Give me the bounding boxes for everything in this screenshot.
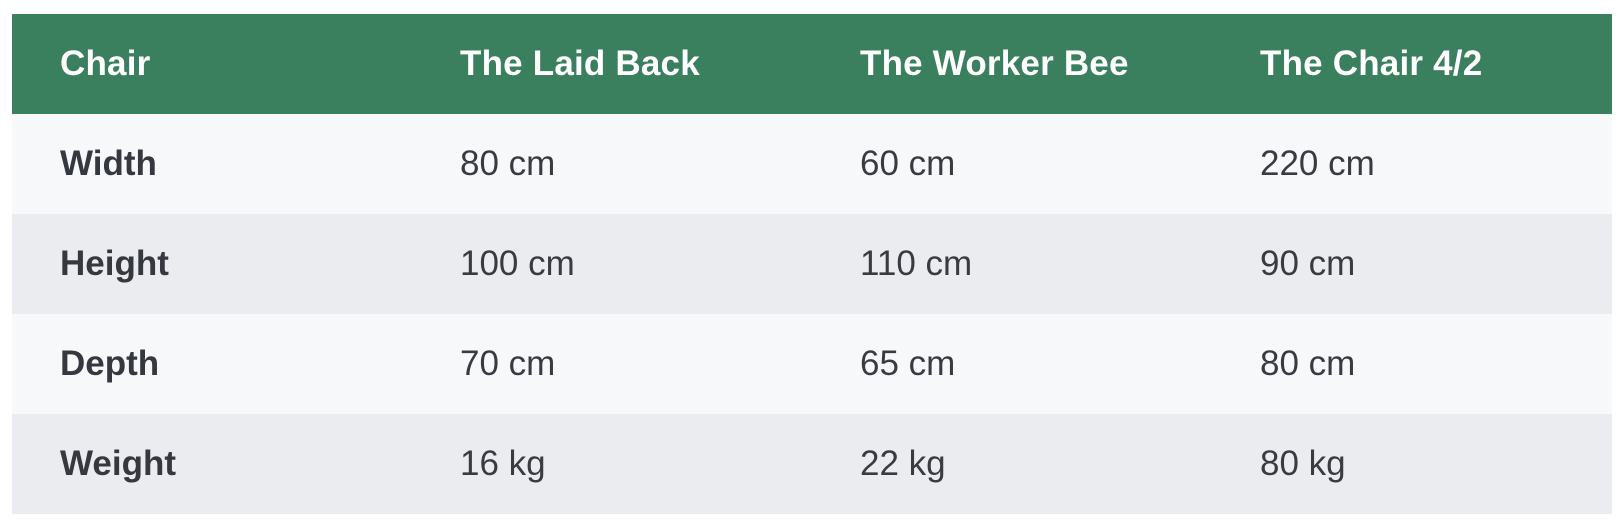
table-cell: 80 cm xyxy=(460,144,556,183)
row-label: Depth xyxy=(60,344,160,383)
table-cell: 110 cm xyxy=(860,244,973,283)
row-label: Width xyxy=(60,144,157,183)
table-row-weight: Weight 16 kg 22 kg 80 kg xyxy=(12,414,1612,514)
row-label: Height xyxy=(60,244,169,283)
header-chair: Chair xyxy=(60,44,151,83)
header-the-chair-4-2: The Chair 4/2 xyxy=(1260,44,1483,83)
table-row-width: Width 80 cm 60 cm 220 cm xyxy=(12,114,1612,214)
table-row-height: Height 100 cm 110 cm 90 cm xyxy=(12,214,1612,314)
table-cell: 60 cm xyxy=(860,144,956,183)
table-body: Width 80 cm 60 cm 220 cm Height 100 cm 1… xyxy=(12,114,1612,514)
header-the-worker-bee: The Worker Bee xyxy=(860,44,1129,83)
table-cell: 70 cm xyxy=(460,344,556,383)
table-cell: 80 cm xyxy=(1260,344,1356,383)
table-cell: 22 kg xyxy=(860,444,946,483)
chair-comparison-table: Chair The Laid Back The Worker Bee The C… xyxy=(12,14,1612,514)
table-cell: 80 kg xyxy=(1260,444,1346,483)
header-row: Chair The Laid Back The Worker Bee The C… xyxy=(12,14,1612,114)
table-cell: 16 kg xyxy=(460,444,546,483)
row-label: Weight xyxy=(60,444,177,483)
table-cell: 220 cm xyxy=(1260,144,1375,183)
table-header: Chair The Laid Back The Worker Bee The C… xyxy=(12,14,1612,114)
table-row-depth: Depth 70 cm 65 cm 80 cm xyxy=(12,314,1612,414)
table-cell: 90 cm xyxy=(1260,244,1356,283)
chair-comparison-table-container: Chair The Laid Back The Worker Bee The C… xyxy=(12,14,1612,514)
header-the-laid-back: The Laid Back xyxy=(460,44,700,83)
table-cell: 65 cm xyxy=(860,344,956,383)
table-cell: 100 cm xyxy=(460,244,575,283)
